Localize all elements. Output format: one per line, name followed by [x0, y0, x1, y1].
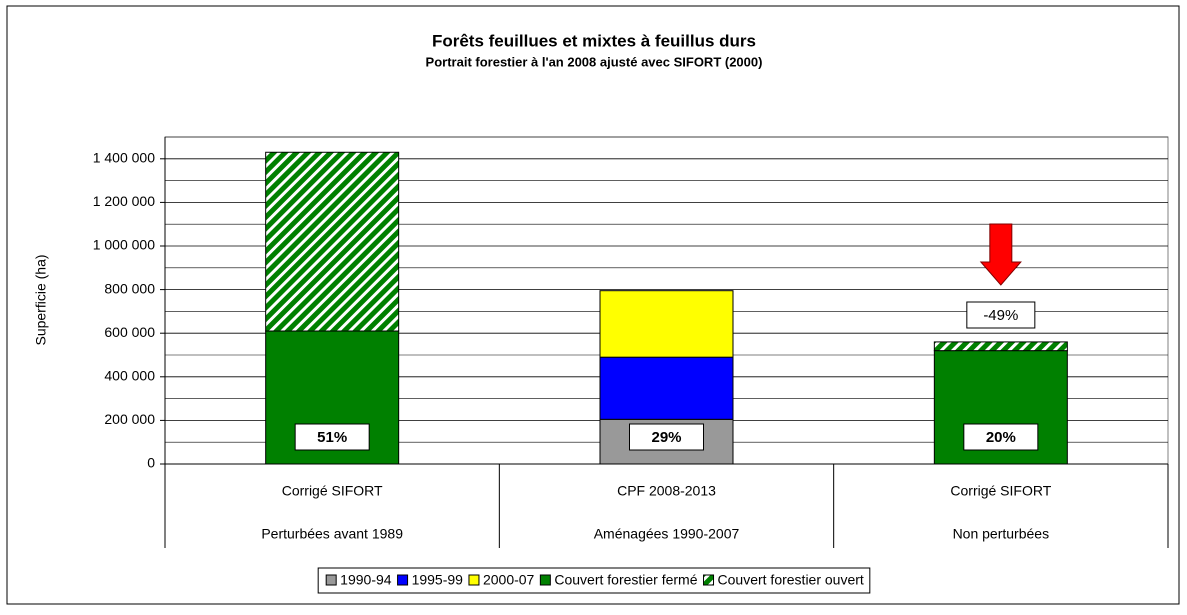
y-axis-label: Superficie (ha): [33, 254, 49, 345]
legend-label: 1990-94: [340, 572, 392, 588]
y-tick-label: 400 000: [104, 368, 155, 384]
x-tick-label: CPF 2008-2013: [617, 483, 716, 499]
arrow: [979, 223, 1022, 286]
bar-segment: [599, 356, 734, 420]
annotation-box: [966, 301, 1036, 329]
y-tick-label: 1 000 000: [93, 237, 155, 253]
legend-label: Couvert forestier fermé: [554, 572, 697, 588]
share-label-box: [294, 423, 370, 451]
y-tick-label: 200 000: [104, 411, 155, 427]
legend-swatch: [325, 574, 337, 586]
share-label: 51%: [317, 429, 347, 446]
share-label-box: [963, 423, 1039, 451]
legend-swatch: [539, 574, 551, 586]
group-label: Non perturbées: [953, 526, 1050, 542]
group-label: Aménagées 1990-2007: [594, 526, 740, 542]
share-label: 29%: [651, 429, 681, 446]
y-tick-label: 1 400 000: [93, 150, 155, 166]
annotation: -49%: [983, 307, 1018, 324]
share-label-box: [629, 423, 704, 451]
legend-swatch: [703, 574, 715, 586]
y-tick-label: 0: [147, 455, 155, 471]
legend-label: 1995-99: [412, 572, 464, 588]
bar-segment: [599, 290, 734, 358]
share-label: 20%: [986, 429, 1016, 446]
chart-title: Forêts feuillues et mixtes à feuillus du…: [432, 31, 756, 50]
legend-swatch: [468, 574, 480, 586]
group-label: Perturbées avant 1989: [261, 526, 403, 542]
x-tick-label: Corrigé SIFORT: [950, 483, 1051, 499]
y-tick-label: 800 000: [104, 280, 155, 296]
bar-segment: [265, 151, 400, 332]
bar-segment: [933, 350, 1068, 465]
legend-label: Couvert forestier ouvert: [718, 572, 864, 588]
legend-swatch: [397, 574, 409, 586]
x-tick-label: Corrigé SIFORT: [282, 483, 383, 499]
chart-subtitle: Portrait forestier à l'an 2008 ajusté av…: [426, 54, 763, 69]
legend: [317, 567, 871, 594]
legend-label: 2000-07: [483, 572, 535, 588]
y-tick-label: 1 200 000: [93, 193, 155, 209]
bar-segment: [933, 341, 1068, 352]
y-tick-label: 600 000: [104, 324, 155, 340]
